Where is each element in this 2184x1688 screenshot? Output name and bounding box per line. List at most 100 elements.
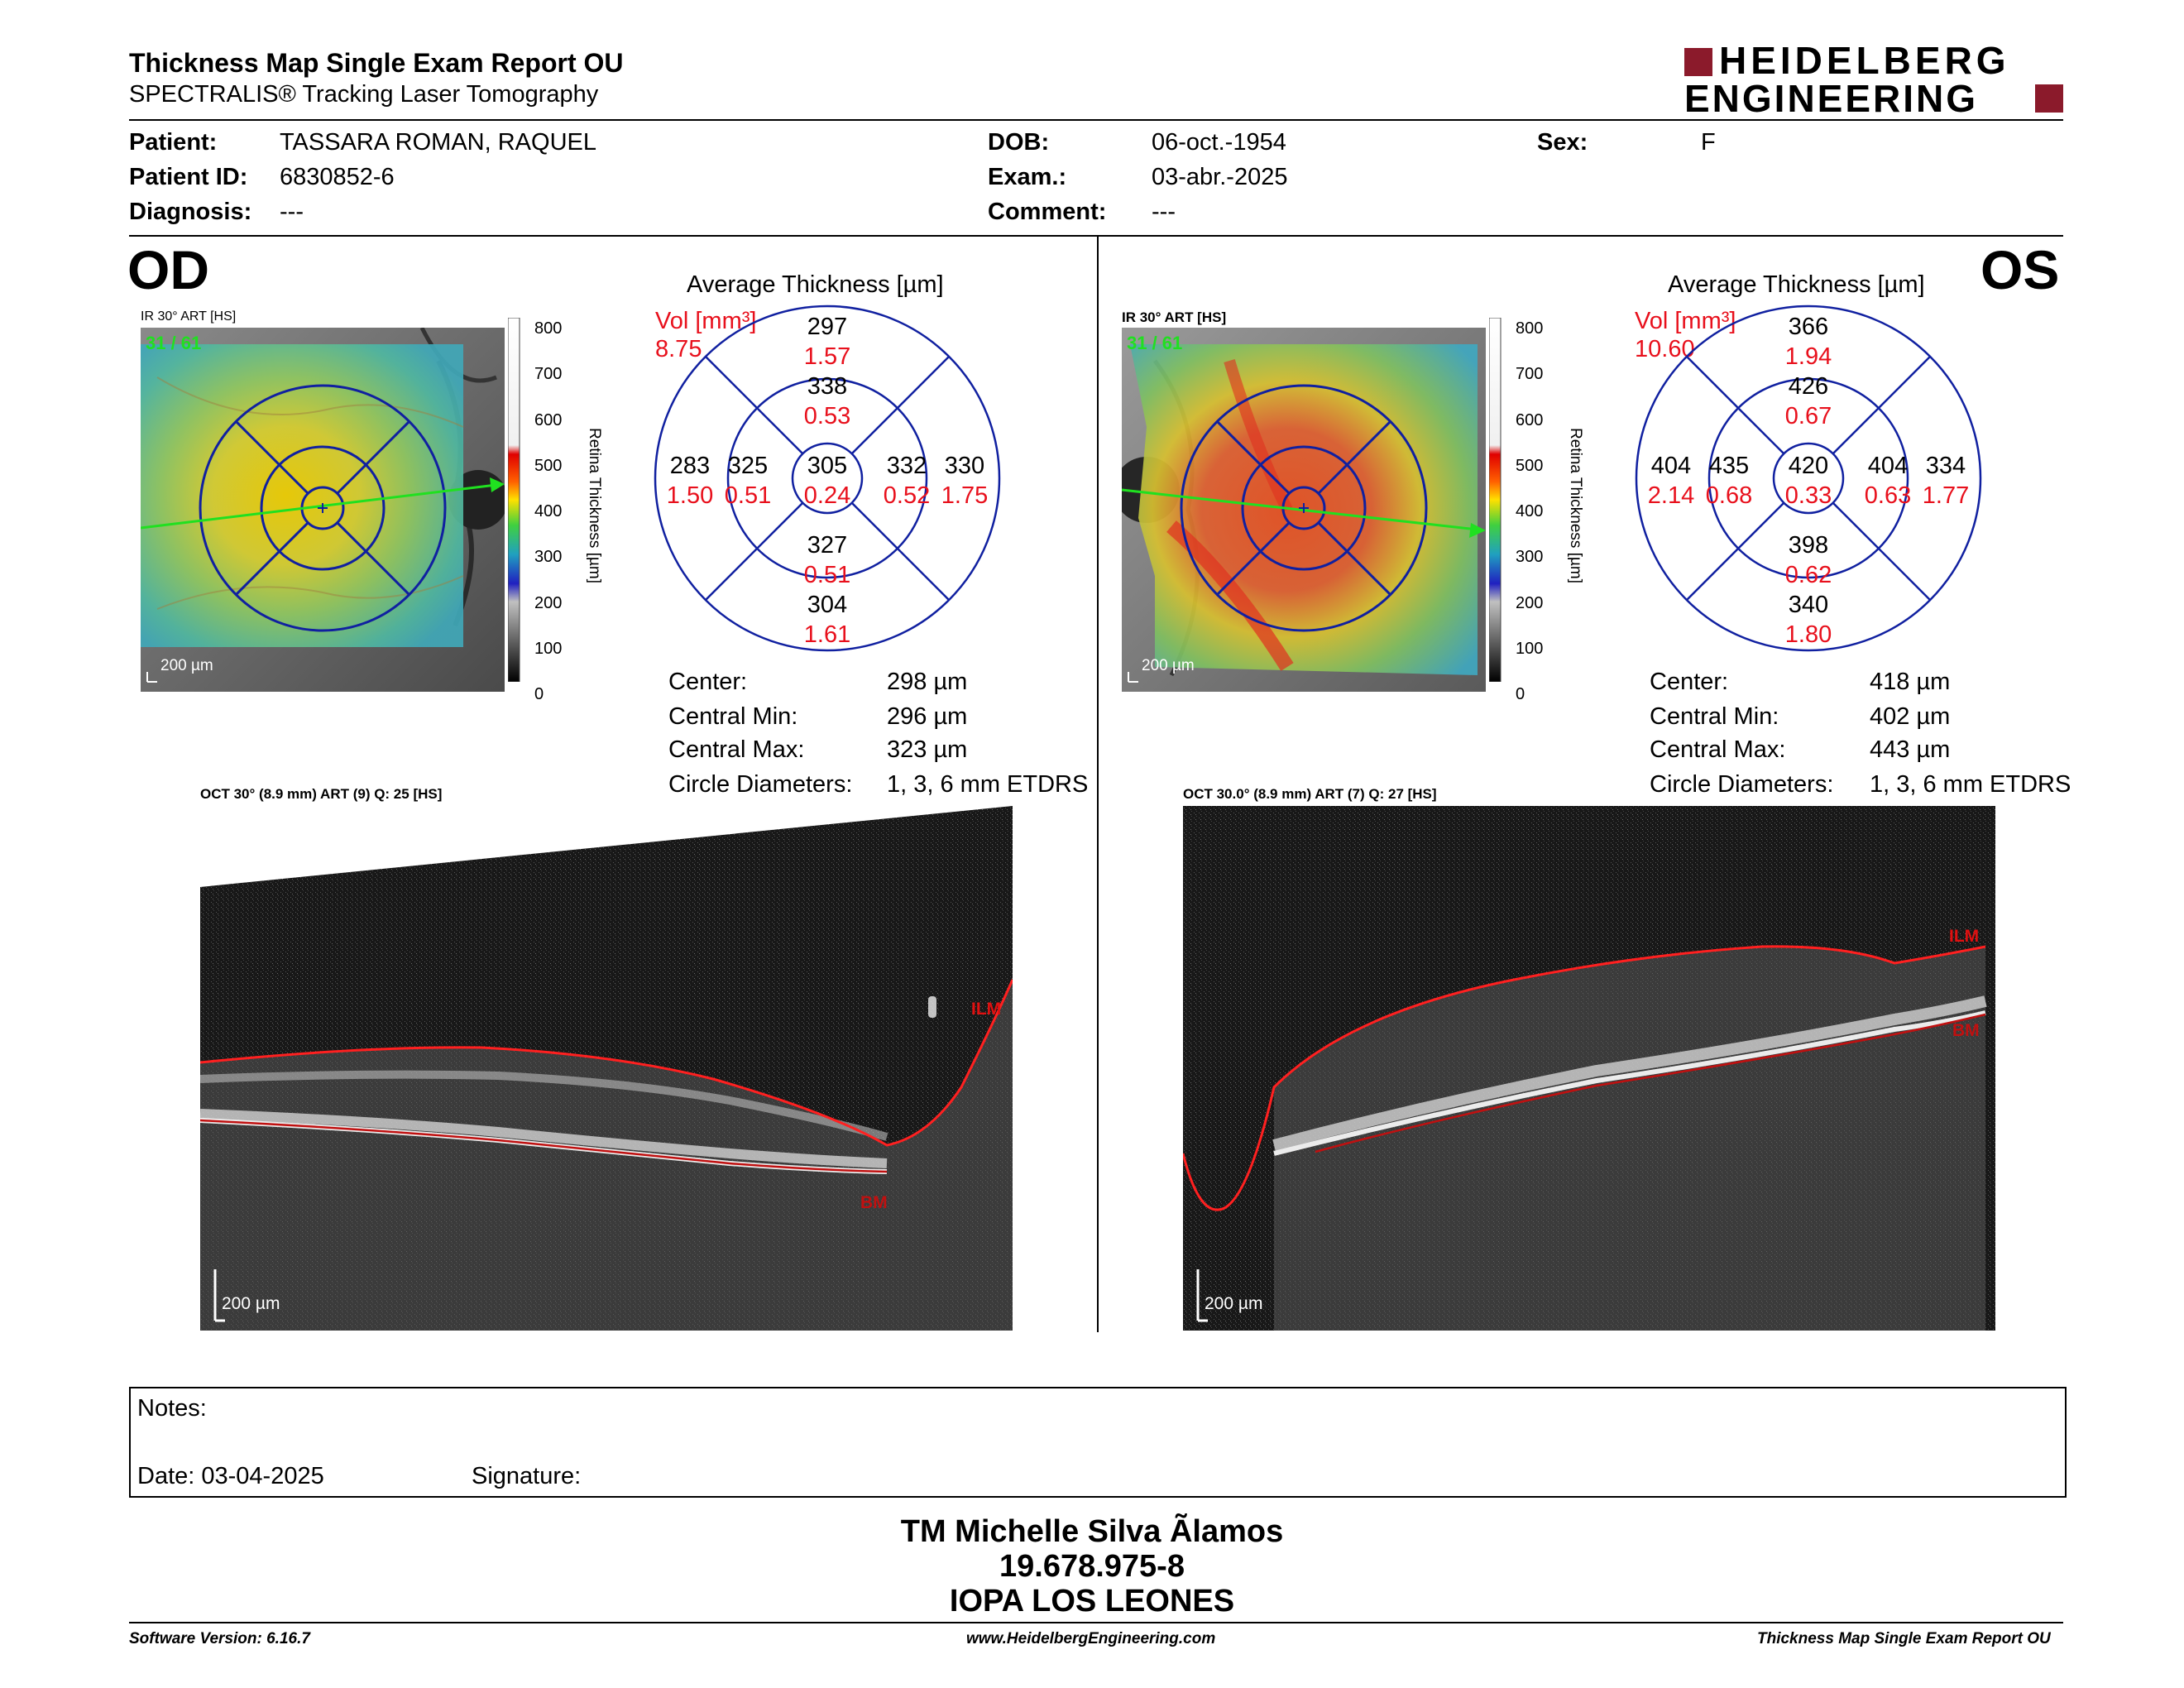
report-subtitle: SPECTRALIS® Tracking Laser Tomography (129, 81, 599, 108)
od-outer-sup-v: 1.57 (804, 343, 850, 370)
od-min-label: Central Min: (668, 703, 798, 730)
od-outer-r-t: 330 (945, 453, 984, 479)
exam-date: 03-abr.-2025 (1152, 164, 1288, 190)
os-fundus-svg (1114, 328, 1486, 692)
od-inner-l-v: 0.51 (725, 482, 771, 509)
od-fundus-image (140, 326, 508, 692)
od-center-label: Center: (668, 669, 748, 695)
od-tick-500: 500 (534, 456, 563, 475)
os-center-label: Center: (1650, 669, 1729, 695)
os-colorbar-label: Retina Thickness [µm] (1567, 428, 1584, 583)
od-min-value: 296 µm (887, 703, 968, 730)
od-fundus-scale: 200 µm (160, 657, 213, 674)
od-inner-l-t: 325 (728, 453, 768, 479)
logo-line1: HEIDELBERG (1719, 39, 2010, 82)
comment-label: Comment: (988, 199, 1107, 225)
os-outer-inf-t: 340 (1789, 592, 1828, 618)
os-max-label: Central Max: (1650, 736, 1786, 763)
signer-institution: IOPA LOS LEONES (949, 1584, 1235, 1618)
os-inner-r-t: 404 (1868, 453, 1908, 479)
od-inner-inf-t: 327 (807, 532, 847, 559)
patient-id-label: Patient ID: (129, 164, 248, 190)
od-vol-value: 8.75 (655, 336, 702, 362)
os-outer-l-v: 2.14 (1648, 482, 1694, 509)
od-center-t: 305 (807, 453, 847, 479)
od-oct-scale: 200 µm (222, 1294, 280, 1313)
patient-label: Patient: (129, 129, 218, 156)
os-tick-300: 300 (1516, 548, 1544, 567)
od-circ-label: Circle Diameters: (668, 771, 853, 798)
od-outer-sup-t: 297 (807, 314, 847, 340)
os-tick-400: 400 (1516, 502, 1544, 521)
od-inner-sup-v: 0.53 (804, 403, 850, 429)
os-inner-inf-t: 398 (1789, 532, 1828, 559)
od-avg-title: Average Thickness [µm] (687, 271, 944, 298)
os-outer-r-v: 1.77 (1923, 482, 1969, 509)
od-tick-800: 800 (534, 319, 563, 338)
os-colorbar (1488, 317, 1588, 683)
os-tick-500: 500 (1516, 456, 1544, 475)
diagnosis-label: Diagnosis: (129, 199, 252, 225)
os-tick-0: 0 (1516, 685, 1525, 704)
os-inner-inf-v: 0.62 (1785, 562, 1832, 588)
sex-label: Sex: (1537, 129, 1588, 156)
od-inner-r-t: 332 (887, 453, 927, 479)
os-ilm-label: ILM (1949, 927, 1980, 946)
os-oct-bscan (1183, 806, 1995, 1331)
od-tick-0: 0 (534, 685, 544, 704)
signature-label: Signature: (472, 1463, 582, 1489)
exam-label: Exam.: (988, 164, 1067, 190)
os-oct-title: OCT 30.0° (8.9 mm) ART (7) Q: 27 [HS] (1183, 786, 1437, 802)
logo-square-bottom (2035, 84, 2063, 113)
header-rule (129, 119, 2063, 121)
os-center-t: 420 (1789, 453, 1828, 479)
eye-label-os: OS (1980, 239, 2060, 300)
os-fundus-image (1114, 328, 1486, 692)
footer-rule (129, 1622, 2063, 1623)
comment: --- (1152, 199, 1176, 225)
od-outer-inf-t: 304 (807, 592, 847, 618)
os-outer-sup-v: 1.94 (1785, 343, 1832, 370)
os-vol-label: Vol [mm³] (1635, 308, 1736, 334)
od-outer-l-v: 1.50 (667, 482, 713, 509)
os-outer-inf-v: 1.80 (1785, 621, 1832, 648)
patient-name: TASSARA ROMAN, RAQUEL (280, 129, 596, 156)
report-title: Thickness Map Single Exam Report OU (129, 48, 624, 78)
od-frame-counter: 31 / 61 (146, 333, 202, 353)
os-tick-700: 700 (1516, 365, 1544, 384)
footer-url[interactable]: www.HeidelbergEngineering.com (966, 1630, 1216, 1647)
os-max-value: 443 µm (1870, 736, 1951, 763)
os-oct-svg (1183, 806, 1995, 1331)
center-divider (1097, 237, 1099, 1332)
os-outer-r-t: 334 (1926, 453, 1966, 479)
os-ir-title: IR 30° ART [HS] (1122, 309, 1227, 325)
od-ir-title: IR 30° ART [HS] (141, 309, 237, 324)
od-center-value: 298 µm (887, 669, 968, 695)
dob: 06-oct.-1954 (1152, 129, 1286, 156)
os-center-value: 418 µm (1870, 669, 1951, 695)
od-outer-r-v: 1.75 (941, 482, 988, 509)
od-inner-sup-t: 338 (807, 373, 847, 400)
od-colorbar (507, 317, 607, 683)
signer-id: 19.678.975-8 (999, 1549, 1185, 1584)
logo-square-top (1684, 48, 1712, 76)
od-circ-value: 1, 3, 6 mm ETDRS (887, 771, 1089, 798)
od-colorbar-ticks: 800 700 600 500 400 300 200 100 0 (534, 306, 568, 718)
od-ilm-label: ILM (971, 1000, 1002, 1019)
os-bm-label: BM (1952, 1021, 1980, 1040)
os-inner-l-v: 0.68 (1706, 482, 1752, 509)
od-colorbar-label: Retina Thickness [µm] (586, 428, 603, 583)
od-etdrs-grid: 297 1.57 338 0.53 283 1.50 325 0.51 305 … (654, 305, 1001, 652)
od-bm-label: BM (860, 1193, 888, 1212)
od-max-label: Central Max: (668, 736, 805, 763)
diagnosis: --- (280, 199, 304, 225)
os-min-value: 402 µm (1870, 703, 1951, 730)
os-oct-scale: 200 µm (1205, 1294, 1263, 1313)
od-oct-title: OCT 30° (8.9 mm) ART (9) Q: 25 [HS] (200, 786, 443, 802)
date-label: Date: 03-04-2025 (137, 1463, 324, 1489)
os-etdrs-grid: 366 1.94 426 0.67 404 2.14 435 0.68 420 … (1635, 305, 1982, 652)
dob-label: DOB: (988, 129, 1050, 156)
od-outer-inf-v: 1.61 (804, 621, 850, 648)
os-circ-label: Circle Diameters: (1650, 771, 1834, 798)
os-outer-sup-t: 366 (1789, 314, 1828, 340)
